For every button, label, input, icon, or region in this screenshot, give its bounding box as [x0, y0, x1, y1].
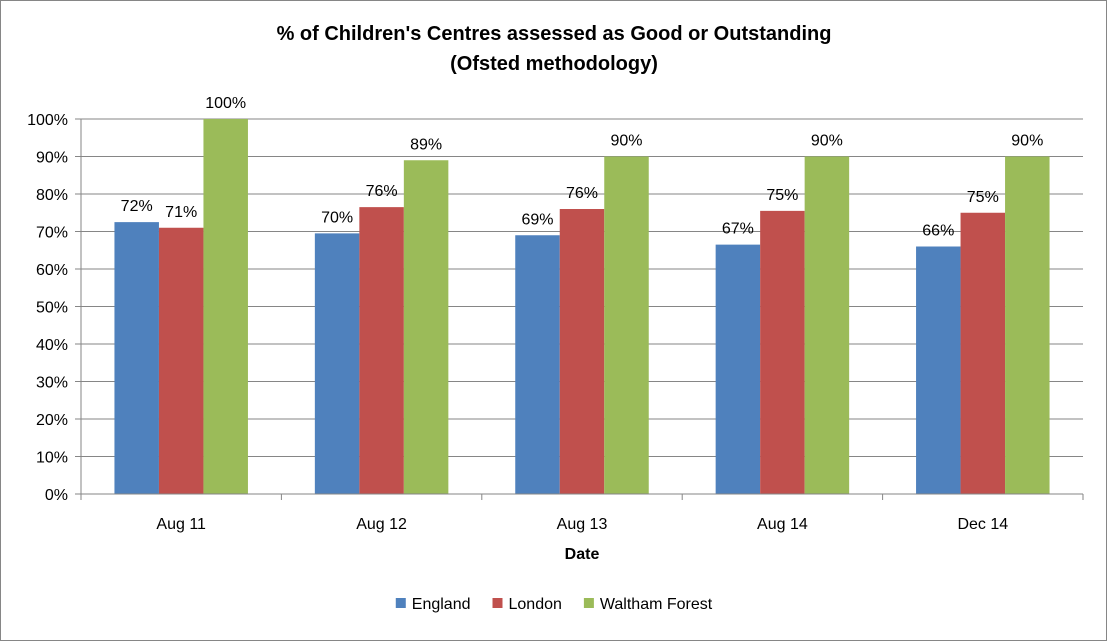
legend-label: Waltham Forest [600, 596, 713, 613]
y-tick-label: 90% [36, 150, 68, 167]
y-tick-label: 70% [36, 225, 68, 242]
legend-swatch [583, 598, 594, 608]
data-label: 69% [521, 211, 553, 228]
legend-swatch [492, 598, 503, 608]
data-label: 90% [610, 133, 642, 150]
legend-label: England [412, 596, 471, 613]
bar-london [960, 212, 1006, 494]
y-tick-label: 0% [45, 487, 68, 504]
data-label: 71% [165, 204, 197, 221]
data-label: 100% [205, 95, 246, 112]
legend-label: London [509, 596, 562, 613]
x-axis-title: Date [565, 546, 600, 563]
y-tick-label: 80% [36, 187, 68, 204]
bar-waltham-forest [403, 160, 449, 494]
chart-subtitle: (Ofsted methodology) [450, 53, 658, 75]
data-label: 76% [366, 183, 398, 200]
y-tick-label: 30% [36, 375, 68, 392]
bar-england [916, 246, 961, 494]
y-tick-label: 10% [36, 450, 68, 467]
y-tick-label: 50% [36, 300, 68, 317]
data-label: 90% [811, 133, 843, 150]
data-label: 76% [566, 185, 598, 202]
y-tick-label: 60% [36, 262, 68, 279]
chart-title: % of Children's Centres assessed as Good… [277, 23, 832, 45]
x-tick-label: Aug 12 [356, 516, 407, 533]
bar-england [314, 233, 360, 494]
data-label: 72% [121, 198, 153, 215]
bar-london [359, 207, 404, 494]
bar-london [760, 210, 805, 494]
bar-waltham-forest [604, 156, 649, 494]
data-label: 75% [967, 189, 999, 206]
data-label: 89% [410, 136, 442, 153]
data-label: 90% [1011, 133, 1043, 150]
x-tick-label: Aug 11 [156, 516, 206, 533]
legend: England London Waltham Forest [395, 596, 713, 613]
bar-london [158, 227, 204, 494]
bar-london [559, 209, 605, 494]
bar-waltham-forest [203, 119, 248, 494]
legend-swatch [395, 598, 406, 608]
x-tick-label: Aug 14 [757, 516, 808, 533]
x-tick-label: Dec 14 [957, 516, 1008, 533]
data-label: 66% [922, 223, 954, 240]
y-tick-label: 40% [36, 337, 68, 354]
axes: 0% 10% 20% 30% 40% 50% 60% 70% 80% 90% 100% Aug 11 A… [27, 112, 1084, 533]
bar-waltham-forest [1005, 156, 1050, 494]
x-tick-label: Aug 13 [557, 516, 608, 533]
y-tick-label: 100% [27, 112, 68, 129]
data-label: 75% [766, 187, 798, 204]
bars [114, 119, 1050, 494]
bar-england [515, 235, 560, 494]
bar-england [715, 244, 761, 494]
bar-england [114, 222, 159, 494]
data-label: 67% [722, 221, 754, 238]
bar-waltham-forest [804, 156, 850, 494]
data-labels: 72% 70% 69% 67% 66% 71% 76% 76% 75% 75% 100% 89% 90%… [121, 95, 1044, 240]
y-tick-label: 20% [36, 412, 68, 429]
data-label: 70% [321, 209, 353, 226]
